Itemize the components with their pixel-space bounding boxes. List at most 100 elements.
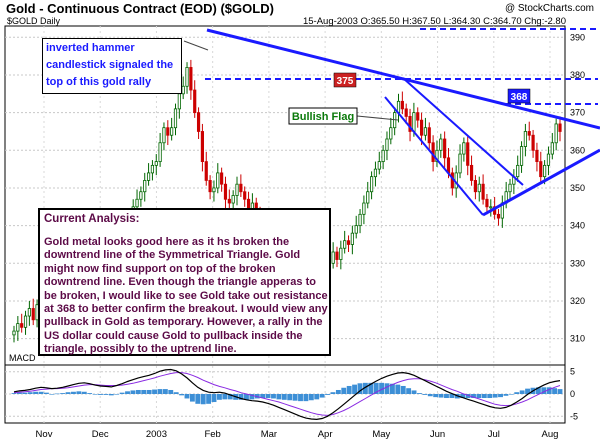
- candle-body: [558, 123, 562, 132]
- candle-body: [369, 176, 374, 193]
- month-label: Jun: [430, 429, 445, 440]
- price-axis-labels: 310 320 330 340 350 360 370 380 390: [570, 32, 585, 343]
- macd-histogram-bar: [519, 390, 525, 394]
- candle-body: [204, 161, 208, 181]
- macd-histogram-bar: [325, 394, 330, 395]
- candle-body: [200, 131, 205, 162]
- candle-body: [554, 123, 558, 144]
- macd-histogram-bar: [130, 390, 136, 394]
- candle-body: [423, 127, 428, 136]
- month-label: May: [372, 429, 390, 440]
- candle-body: [408, 116, 412, 132]
- macd-histogram-bar: [206, 394, 212, 404]
- macd-histogram-bar: [87, 393, 93, 394]
- macd-histogram-bar: [271, 394, 276, 399]
- macd-histogram-bar: [357, 383, 363, 394]
- candle-body: [343, 240, 347, 249]
- candle-body: [439, 138, 443, 151]
- macd-histogram-bar: [417, 393, 422, 394]
- macd-histogram-bar: [503, 394, 509, 396]
- candle-body: [227, 198, 231, 204]
- macd-histogram-bar: [314, 394, 320, 400]
- macd-histogram-bar: [427, 394, 433, 397]
- macd-histogram-bar: [119, 392, 125, 394]
- price-tick-label: 330: [570, 258, 585, 268]
- label-375-bg: [333, 72, 357, 88]
- candle-body: [412, 112, 416, 132]
- candle-body: [196, 112, 201, 132]
- macd-histogram-bar: [65, 392, 71, 394]
- chart-title: Gold - Continuous Contract (EOD) ($GOLD): [6, 1, 274, 16]
- macd-histogram-bar: [114, 394, 120, 395]
- macd-histogram-bar: [292, 394, 298, 401]
- candle-body: [519, 146, 524, 166]
- macd-histogram-bar: [81, 391, 87, 394]
- month-label: Jul: [488, 429, 500, 440]
- candle-body: [550, 142, 554, 155]
- macd-histogram-bar: [368, 382, 374, 394]
- candle-body: [12, 330, 16, 336]
- macd-histogram-bar: [146, 389, 152, 394]
- macd-signal-line: [13, 372, 561, 416]
- price-tick-label: 390: [570, 32, 585, 42]
- macd-histogram-bar: [346, 385, 352, 394]
- macd-histogram-bar: [125, 391, 130, 394]
- macd-line: [13, 368, 561, 421]
- macd-histogram-bar: [211, 394, 217, 403]
- price-tick-label: 350: [570, 183, 585, 193]
- hammer-note-line-3: top of this gold rally: [46, 76, 152, 88]
- candle-body: [477, 183, 481, 193]
- macd-histogram-bar: [135, 389, 141, 394]
- price-tick-label: 320: [570, 296, 585, 306]
- candle-body: [162, 127, 166, 144]
- candle-body: [419, 119, 424, 136]
- macd-histogram-bar: [54, 393, 60, 395]
- copyright: @ StockCharts.com: [505, 3, 594, 14]
- candle-body: [16, 323, 20, 332]
- macd-histogram-bar: [276, 394, 282, 400]
- candle-body: [462, 142, 466, 155]
- macd-histogram-bar: [444, 394, 449, 399]
- macd-histogram-bar: [319, 394, 325, 398]
- macd-tick-label: 5: [570, 367, 575, 377]
- analysis-line: at 368 to better confirm the breakout. I…: [44, 303, 328, 316]
- analysis-heading: Current Analysis:: [44, 213, 140, 225]
- candle-body: [20, 323, 24, 328]
- label-368-bg: [507, 88, 531, 104]
- macd-histogram-bar: [438, 394, 444, 398]
- candle-body: [139, 191, 143, 200]
- macd-histogram-bar: [195, 394, 201, 404]
- macd-histogram-bar: [362, 382, 368, 394]
- candle-body: [366, 191, 370, 204]
- macd-histogram-bar: [92, 394, 98, 395]
- candle-body: [400, 100, 404, 110]
- trendlines: [183, 28, 600, 217]
- candle-body: [485, 198, 489, 208]
- candle-body: [212, 187, 216, 193]
- macd-histogram-bar: [287, 394, 293, 401]
- candle-body: [516, 164, 520, 178]
- macd-histogram-bar: [71, 391, 76, 394]
- candle-body: [223, 183, 228, 200]
- price-tick-label: 360: [570, 145, 585, 155]
- macd-histogram-bar: [103, 394, 109, 395]
- macd-histogram-bar: [162, 389, 168, 394]
- macd-histogram-bar: [384, 383, 390, 394]
- candle-body: [239, 183, 243, 193]
- macd-histogram-bar: [27, 392, 33, 394]
- macd-histogram-bar: [11, 393, 17, 394]
- candle-body: [350, 232, 354, 245]
- macd-histogram-bar: [244, 394, 249, 400]
- macd-histogram-bar: [433, 394, 439, 398]
- macd-histogram-bar: [189, 394, 195, 402]
- candle-body: [173, 108, 178, 129]
- macd-histogram-bar: [341, 387, 347, 394]
- candle-body: [469, 164, 474, 181]
- analysis-line: might now find support on top of the bro…: [44, 262, 276, 275]
- label-368: 368: [511, 92, 528, 103]
- quote-readout: 15-Aug-2003 O:365.50 H:367.50 L:364.30 C…: [303, 16, 566, 27]
- candle-body: [389, 127, 393, 140]
- macd-histogram-bar: [179, 394, 185, 396]
- candle-body: [535, 149, 539, 163]
- candle-body: [358, 213, 362, 227]
